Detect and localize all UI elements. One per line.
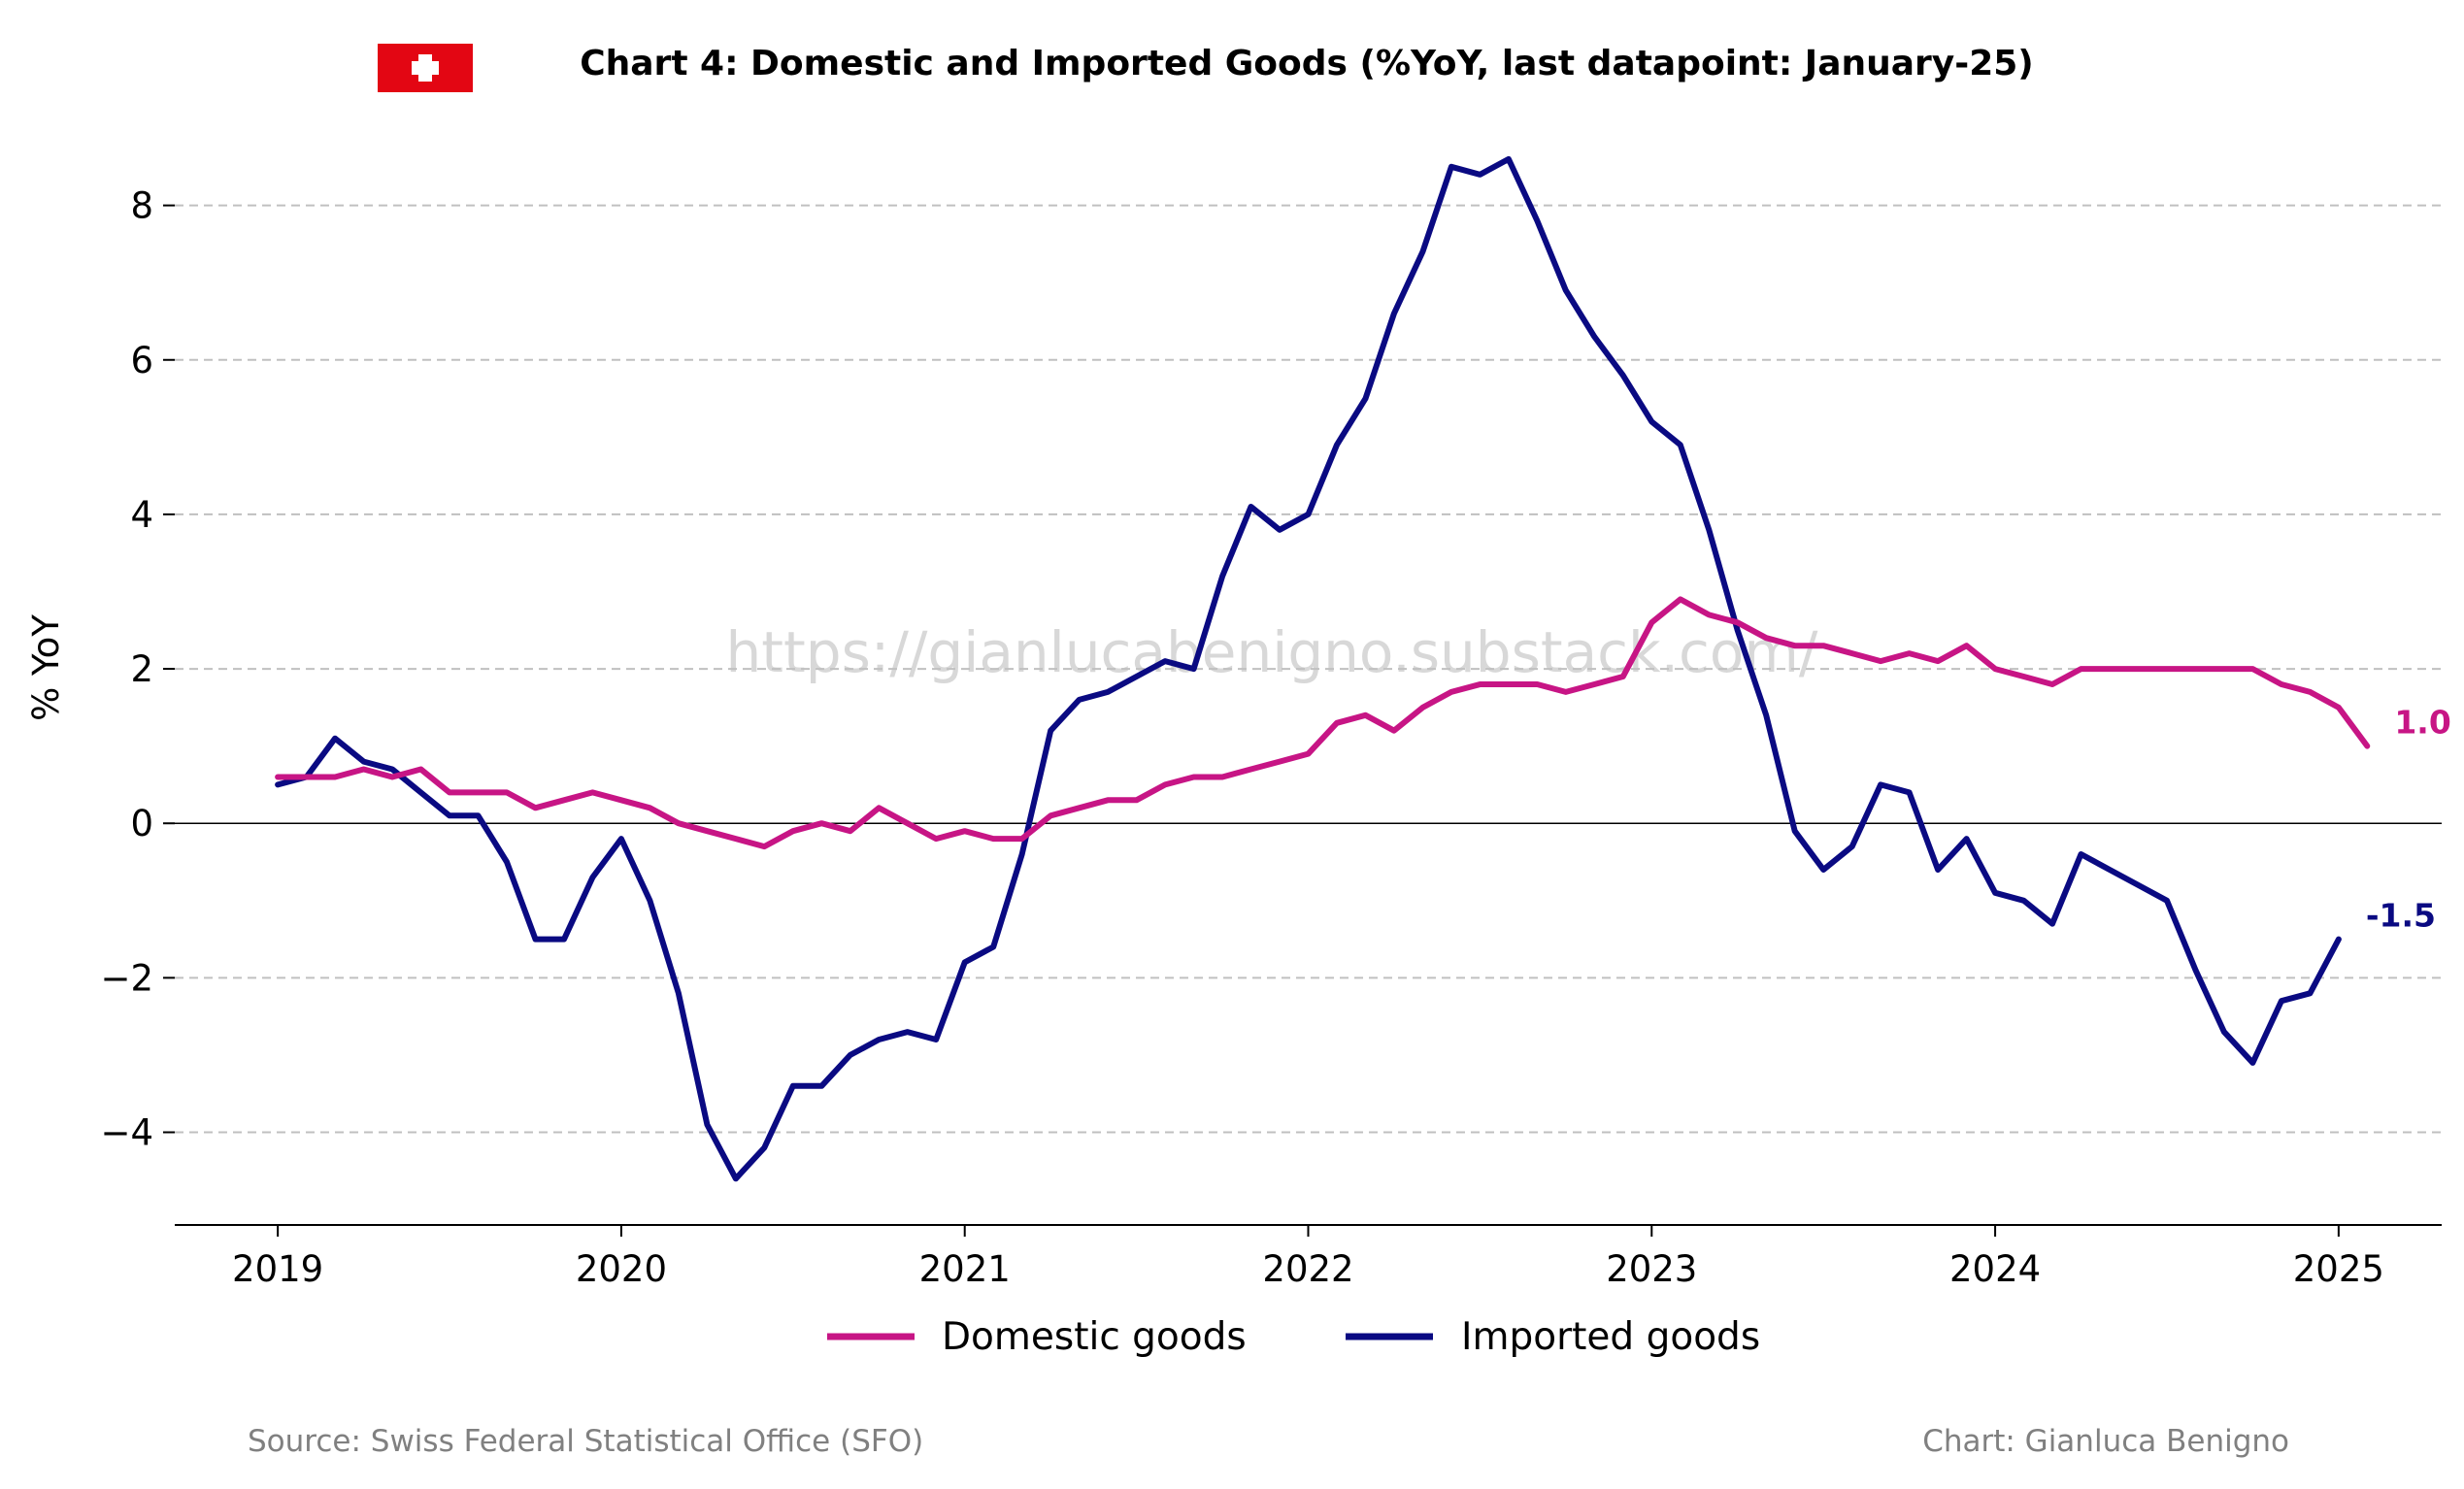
legend-label-domestic: Domestic goods xyxy=(942,1315,1247,1359)
end-labels: -1.5 1.0 xyxy=(2366,704,2451,935)
x-tick-label: 2022 xyxy=(1262,1248,1353,1290)
x-axis: 2019 2020 2021 2022 2023 2024 2025 xyxy=(175,1224,2442,1290)
swiss-flag-icon xyxy=(378,44,473,92)
y-tick-label: 2 xyxy=(130,648,153,690)
chart-title: Chart 4: Domestic and Imported Goods (%Y… xyxy=(580,44,2034,83)
end-label-domestic: 1.0 xyxy=(2394,704,2450,742)
x-tick-label: 2024 xyxy=(1949,1248,2041,1290)
x-tick-label: 2023 xyxy=(1606,1248,1697,1290)
end-label-imported: -1.5 xyxy=(2366,897,2436,935)
x-tick-label: 2020 xyxy=(576,1248,667,1290)
source-note: Source: Swiss Federal Statistical Office… xyxy=(248,1424,923,1459)
y-axis: −4 −2 0 2 4 6 8 xyxy=(100,185,175,1154)
y-axis-label: % YoY xyxy=(25,614,67,721)
y-tick-label: −2 xyxy=(100,957,153,999)
legend: Domestic goods Imported goods xyxy=(827,1315,1760,1359)
y-tick-label: 8 xyxy=(130,185,153,227)
series-line-domestic xyxy=(275,596,2371,850)
legend-label-imported: Imported goods xyxy=(1461,1315,1760,1359)
series-lines xyxy=(275,155,2371,1182)
chart-credit: Chart: Gianluca Benigno xyxy=(1922,1424,2289,1459)
y-tick-label: 4 xyxy=(130,494,153,536)
x-tick-label: 2025 xyxy=(2293,1248,2384,1290)
watermark-text: https://gianlucabenigno.substack.com/ xyxy=(726,619,1818,685)
grid-lines xyxy=(175,204,2442,1134)
x-tick-label: 2019 xyxy=(232,1248,323,1290)
series-line-imported xyxy=(275,155,2342,1182)
y-tick-label: 0 xyxy=(130,803,153,844)
y-tick-label: −4 xyxy=(100,1112,153,1154)
x-tick-label: 2021 xyxy=(919,1248,1011,1290)
y-tick-label: 6 xyxy=(130,340,153,381)
